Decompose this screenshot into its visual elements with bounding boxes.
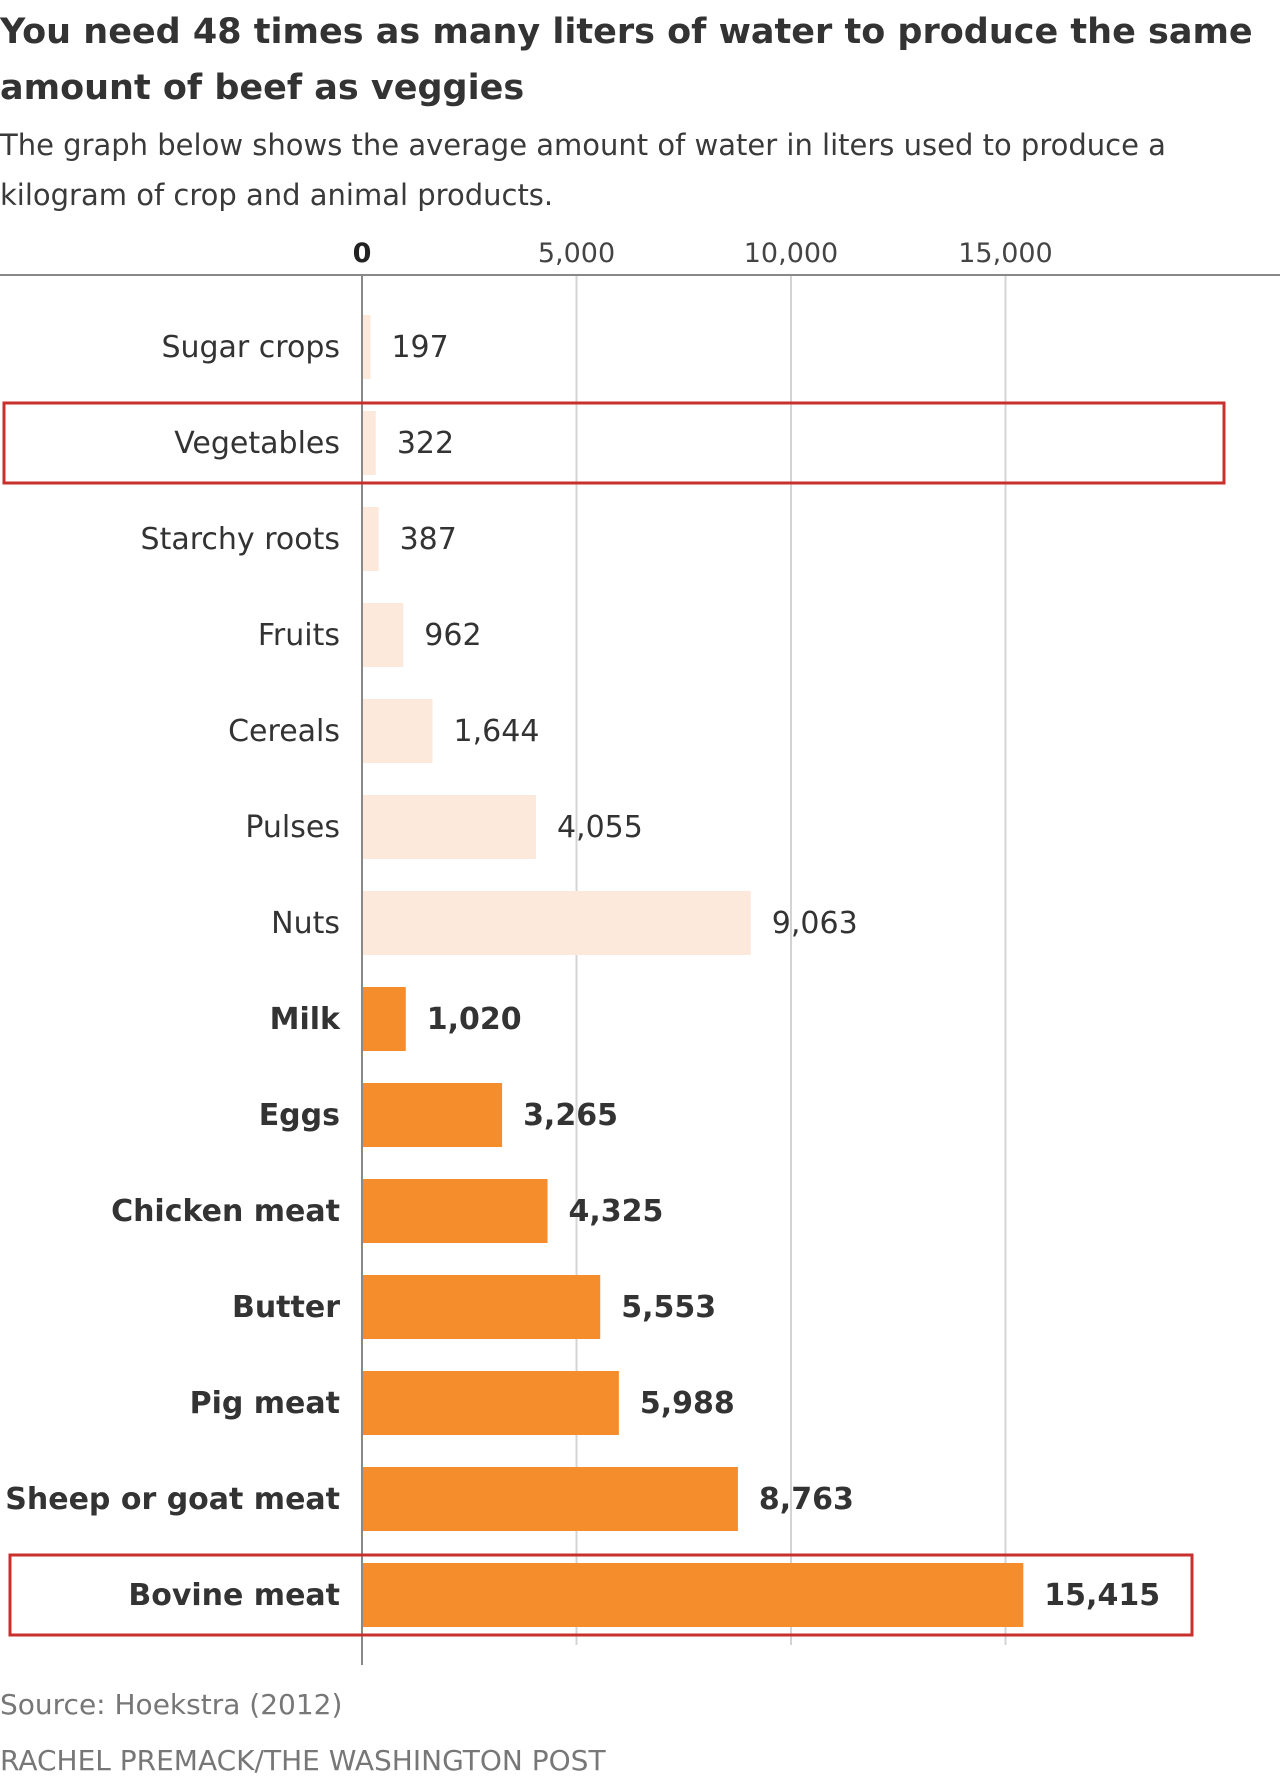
bar-11 [362,1371,619,1435]
bar-3 [362,603,404,667]
bar-0 [362,315,371,379]
bar-9 [362,1179,548,1243]
category-label-12: Sheep or goat meat [5,1482,340,1517]
category-label-3: Fruits [258,618,340,653]
bar-8 [362,1083,503,1147]
value-label-12: 8,763 [759,1482,854,1517]
value-label-10: 5,553 [621,1290,716,1325]
value-label-6: 9,063 [772,906,858,941]
bar-5 [362,795,536,859]
category-label-8: Eggs [259,1098,340,1133]
bar-7 [362,987,406,1051]
bar-6 [362,891,751,955]
highlight-box-1 [2,401,1226,485]
category-label-11: Pig meat [190,1386,340,1421]
category-label-0: Sugar crops [161,330,340,365]
value-label-5: 4,055 [557,810,643,845]
category-label-2: Starchy roots [141,522,340,557]
value-label-3: 962 [424,618,481,653]
value-label-8: 3,265 [523,1098,618,1133]
value-label-4: 1,644 [454,714,540,749]
highlight-box-13 [8,1553,1194,1637]
category-label-13: Bovine meat [128,1578,340,1613]
category-label-6: Nuts [271,906,340,941]
value-label-9: 4,325 [569,1194,664,1229]
category-label-9: Chicken meat [111,1194,340,1229]
credit-line: RACHEL PREMACK/THE WASHINGTON POST [0,1744,606,1777]
bar-2 [362,507,379,571]
bar-chart: 0 5,000 10,000 15,000 Sugar crops 197 Vegetabl… [0,238,1280,1665]
value-label-2: 387 [400,522,457,557]
value-label-11: 5,988 [640,1386,735,1421]
source-note: Source: Hoekstra (2012) [0,1688,343,1721]
x-tick-label-3: 15,000 [958,238,1052,269]
bar-13 [362,1563,1024,1627]
bar-4 [362,699,433,763]
value-label-0: 197 [391,330,448,365]
x-tick-label-2: 10,000 [744,238,838,269]
x-tick-label-1: 5,000 [538,238,615,269]
category-label-5: Pulses [245,810,340,845]
bar-12 [362,1467,738,1531]
category-label-1: Vegetables [174,426,340,461]
value-label-1: 322 [397,426,454,461]
x-tick-label-0: 0 [353,238,372,269]
category-label-4: Cereals [228,714,340,749]
chart-subtitle: The graph below shows the average amount… [0,128,1166,212]
category-label-7: Milk [270,1002,341,1037]
chart-title: You need 48 times as many liters of wate… [0,12,1253,108]
bar-10 [362,1275,601,1339]
bar-1 [362,411,376,475]
value-label-7: 1,020 [427,1002,522,1037]
value-label-13: 15,415 [1044,1578,1160,1613]
category-label-10: Butter [232,1290,340,1325]
